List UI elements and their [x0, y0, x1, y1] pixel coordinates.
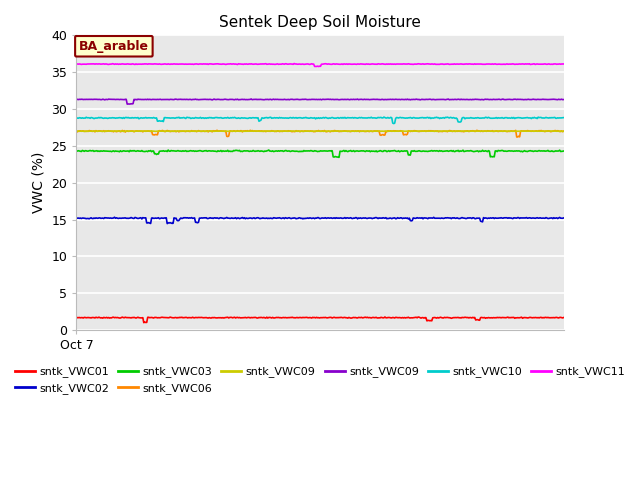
sntk_VWC06 [513, 134, 520, 140]
sntk_VWC03 [474, 148, 481, 154]
sntk_VWC09 [474, 96, 481, 102]
sntk_VWC03 [338, 148, 346, 154]
sntk_VWC11 [550, 61, 557, 67]
sntk_VWC03 [365, 148, 372, 154]
sntk_VWC02 [560, 215, 568, 221]
sntk_VWC09 [338, 128, 346, 134]
sntk_VWC09 [124, 101, 131, 107]
sntk_VWC10 [380, 114, 388, 120]
sntk_VWC09 [72, 96, 80, 102]
sntk_VWC09 [309, 128, 317, 134]
Line: sntk_VWC02: sntk_VWC02 [76, 217, 564, 224]
sntk_VWC01 [308, 315, 316, 321]
sntk_VWC03 [550, 149, 557, 155]
Line: sntk_VWC01: sntk_VWC01 [76, 317, 564, 323]
sntk_VWC10 [362, 115, 370, 121]
Line: sntk_VWC03: sntk_VWC03 [76, 150, 564, 157]
sntk_VWC03 [72, 148, 80, 154]
sntk_VWC11 [560, 61, 568, 67]
sntk_VWC03 [305, 148, 312, 154]
sntk_VWC01 [140, 320, 148, 325]
sntk_VWC06 [550, 128, 557, 134]
sntk_VWC02 [365, 215, 372, 221]
sntk_VWC01 [305, 315, 312, 321]
sntk_VWC06 [305, 128, 312, 134]
Y-axis label: VWC (%): VWC (%) [32, 152, 46, 214]
sntk_VWC11 [291, 60, 298, 66]
sntk_VWC09 [560, 128, 568, 134]
sntk_VWC10 [474, 115, 481, 120]
sntk_VWC06 [560, 128, 568, 134]
sntk_VWC09 [550, 128, 557, 134]
sntk_VWC11 [72, 61, 80, 67]
sntk_VWC09 [99, 129, 107, 134]
Text: BA_arable: BA_arable [79, 40, 149, 53]
sntk_VWC01 [560, 315, 568, 321]
sntk_VWC02 [474, 216, 481, 221]
sntk_VWC11 [308, 61, 316, 67]
sntk_VWC02 [72, 216, 80, 221]
sntk_VWC06 [72, 129, 80, 135]
sntk_VWC11 [474, 61, 481, 67]
sntk_VWC10 [72, 115, 80, 120]
sntk_VWC11 [315, 64, 323, 70]
sntk_VWC09 [72, 128, 80, 134]
sntk_VWC09 [306, 128, 314, 134]
sntk_VWC06 [337, 129, 345, 134]
Line: sntk_VWC09: sntk_VWC09 [76, 99, 564, 104]
Line: sntk_VWC06: sntk_VWC06 [76, 130, 564, 137]
sntk_VWC09 [338, 96, 346, 102]
sntk_VWC10 [304, 115, 312, 121]
sntk_VWC03 [335, 155, 343, 160]
sntk_VWC03 [265, 147, 273, 153]
sntk_VWC09 [365, 96, 372, 102]
sntk_VWC03 [560, 148, 568, 154]
sntk_VWC09 [306, 96, 314, 102]
sntk_VWC02 [309, 216, 317, 221]
sntk_VWC09 [185, 128, 193, 134]
sntk_VWC02 [338, 216, 346, 221]
sntk_VWC11 [305, 61, 312, 67]
sntk_VWC02 [163, 221, 171, 227]
sntk_VWC10 [307, 115, 315, 120]
sntk_VWC06 [473, 128, 481, 133]
sntk_VWC02 [306, 215, 314, 221]
sntk_VWC01 [337, 314, 345, 320]
sntk_VWC06 [213, 127, 221, 133]
sntk_VWC01 [550, 315, 557, 321]
sntk_VWC10 [336, 115, 344, 121]
sntk_VWC02 [111, 215, 118, 220]
sntk_VWC02 [550, 215, 557, 221]
sntk_VWC01 [381, 314, 388, 320]
sntk_VWC01 [364, 314, 371, 320]
sntk_VWC10 [560, 115, 568, 120]
sntk_VWC01 [72, 314, 80, 320]
sntk_VWC06 [308, 129, 316, 134]
sntk_VWC01 [474, 317, 481, 323]
sntk_VWC10 [550, 115, 557, 120]
Line: sntk_VWC10: sntk_VWC10 [76, 117, 564, 123]
Title: Sentek Deep Soil Moisture: Sentek Deep Soil Moisture [219, 15, 421, 30]
sntk_VWC03 [308, 148, 316, 154]
Legend: sntk_VWC01, sntk_VWC02, sntk_VWC03, sntk_VWC06, sntk_VWC09, sntk_VWC09, sntk_VWC: sntk_VWC01, sntk_VWC02, sntk_VWC03, sntk… [11, 362, 629, 398]
sntk_VWC09 [550, 96, 557, 102]
sntk_VWC11 [365, 61, 372, 67]
sntk_VWC11 [338, 61, 346, 67]
sntk_VWC09 [309, 96, 317, 102]
Line: sntk_VWC11: sntk_VWC11 [76, 63, 564, 67]
sntk_VWC09 [247, 96, 255, 102]
sntk_VWC06 [364, 128, 371, 134]
sntk_VWC09 [365, 128, 372, 134]
sntk_VWC09 [474, 128, 481, 134]
sntk_VWC10 [390, 120, 397, 126]
sntk_VWC09 [560, 96, 568, 102]
